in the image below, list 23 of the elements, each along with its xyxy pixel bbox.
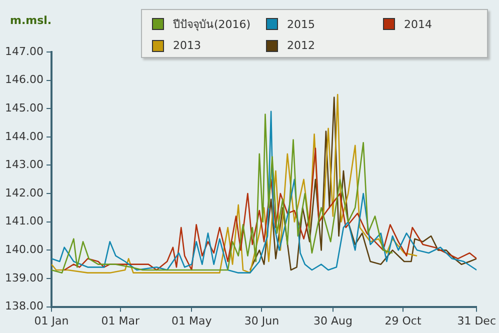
legend-label: 2013 — [173, 39, 201, 52]
x-tick-label: 29 Oct — [384, 314, 422, 328]
y-tick-label: 139.00 — [4, 271, 44, 284]
y-tick-label: 138.00 — [4, 300, 44, 313]
y-tick-label: 143.00 — [4, 158, 44, 172]
y-tick-label: 141.00 — [4, 214, 44, 228]
y-tick-label: 144.00 — [4, 130, 44, 143]
x-tick-label: 01 Jan — [34, 314, 69, 328]
x-tick-label: 01 May — [172, 314, 212, 328]
legend-label: ปีปัจจุบัน(2016) — [173, 17, 251, 33]
y-tick-label: 147.00 — [4, 44, 44, 58]
x-tick-label: 01 Mar — [101, 314, 140, 328]
legend-label: 2012 — [287, 39, 315, 52]
y-axis-title: m.msl. — [10, 14, 52, 27]
x-tick-label: 30 Jun — [244, 314, 280, 328]
y-tick-label: 142.00 — [4, 186, 44, 200]
legend-label: 2014 — [404, 18, 432, 30]
legend-label: 2015 — [287, 18, 315, 30]
x-tick-label: 31 Dec — [457, 314, 496, 328]
y-tick-label: 146.00 — [4, 73, 44, 86]
x-tick-label: 30 Aug — [313, 314, 352, 328]
y-tick-label: 140.00 — [4, 243, 44, 256]
y-tick-label: 145.00 — [4, 101, 44, 114]
